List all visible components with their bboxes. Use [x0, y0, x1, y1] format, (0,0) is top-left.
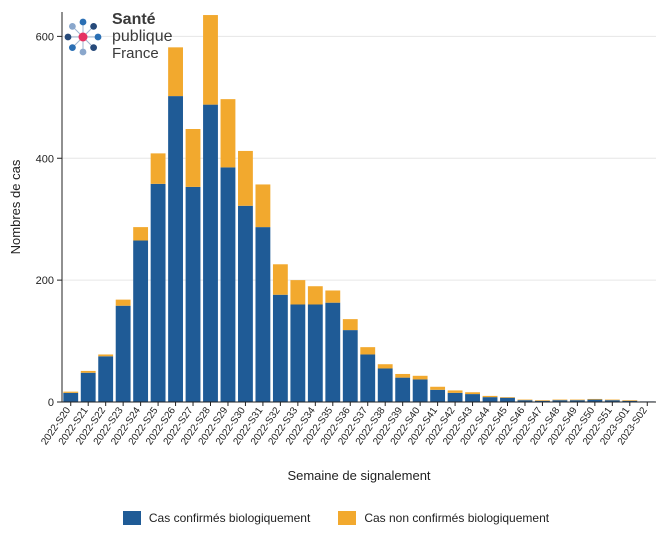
bar-unconfirmed [186, 129, 201, 187]
stacked-bar-chart: 02004006002022-S202022-S212022-S222022-S… [0, 0, 672, 537]
bar-confirmed [465, 394, 480, 402]
bar-unconfirmed [395, 374, 410, 378]
legend-label-unconfirmed: Cas non confirmés biologiquement [364, 511, 549, 525]
chart-container: 02004006002022-S202022-S212022-S222022-S… [0, 0, 672, 537]
bar-unconfirmed [151, 153, 166, 183]
bar-unconfirmed [465, 392, 480, 394]
legend-swatch-confirmed [123, 511, 141, 525]
bar-confirmed [186, 187, 201, 402]
bar-confirmed [378, 368, 393, 402]
bar-unconfirmed [622, 400, 637, 401]
bar-confirmed [238, 206, 253, 402]
bar-confirmed [151, 184, 166, 402]
bar-unconfirmed [221, 99, 236, 167]
bar-confirmed [168, 96, 183, 402]
bar-confirmed [255, 227, 270, 402]
bar-unconfirmed [98, 354, 113, 356]
bar-unconfirmed [116, 300, 131, 306]
bar-unconfirmed [570, 400, 585, 401]
svg-text:0: 0 [48, 397, 54, 409]
bar-unconfirmed [63, 392, 78, 393]
legend-item-confirmed: Cas confirmés biologiquement [123, 511, 310, 525]
bar-unconfirmed [552, 400, 567, 401]
bar-confirmed [273, 295, 288, 402]
y-axis-label: Nombres de cas [8, 159, 23, 254]
bar-unconfirmed [605, 400, 620, 401]
x-axis-label: Semaine de signalement [287, 468, 430, 483]
svg-text:600: 600 [36, 31, 54, 43]
svg-text:400: 400 [36, 153, 54, 165]
legend-item-unconfirmed: Cas non confirmés biologiquement [338, 511, 549, 525]
bar-confirmed [325, 303, 340, 402]
bar-unconfirmed [290, 280, 305, 304]
bar-unconfirmed [81, 371, 96, 373]
bar-unconfirmed [133, 227, 148, 240]
bar-unconfirmed [325, 290, 340, 302]
bar-unconfirmed [518, 400, 533, 401]
bar-confirmed [203, 105, 218, 402]
bar-unconfirmed [430, 387, 445, 390]
bar-confirmed [430, 390, 445, 402]
bar-confirmed [290, 305, 305, 403]
bar-confirmed [98, 356, 113, 402]
svg-text:200: 200 [36, 275, 54, 287]
bar-unconfirmed [448, 390, 463, 392]
bar-unconfirmed [273, 264, 288, 294]
bar-confirmed [500, 398, 515, 402]
bar-unconfirmed [343, 319, 358, 330]
bar-unconfirmed [308, 286, 323, 304]
bar-confirmed [448, 393, 463, 402]
bar-confirmed [343, 330, 358, 402]
bar-unconfirmed [168, 47, 183, 96]
bar-unconfirmed [203, 15, 218, 105]
bar-unconfirmed [413, 376, 428, 380]
bar-confirmed [308, 305, 323, 403]
bar-unconfirmed [255, 184, 270, 227]
bar-confirmed [483, 397, 498, 402]
bar-confirmed [63, 393, 78, 402]
bar-confirmed [116, 306, 131, 402]
bar-confirmed [221, 167, 236, 402]
bar-confirmed [360, 354, 375, 402]
bar-unconfirmed [587, 399, 602, 400]
bar-unconfirmed [360, 347, 375, 354]
bar-confirmed [413, 379, 428, 402]
bar-unconfirmed [535, 400, 550, 401]
legend-label-confirmed: Cas confirmés biologiquement [149, 511, 310, 525]
bar-confirmed [81, 373, 96, 402]
legend: Cas confirmés biologiquement Cas non con… [0, 511, 672, 525]
bar-confirmed [133, 241, 148, 402]
bar-unconfirmed [483, 396, 498, 397]
bar-confirmed [395, 378, 410, 402]
bar-unconfirmed [500, 397, 515, 398]
legend-swatch-unconfirmed [338, 511, 356, 525]
bar-unconfirmed [378, 364, 393, 368]
bar-unconfirmed [238, 151, 253, 206]
